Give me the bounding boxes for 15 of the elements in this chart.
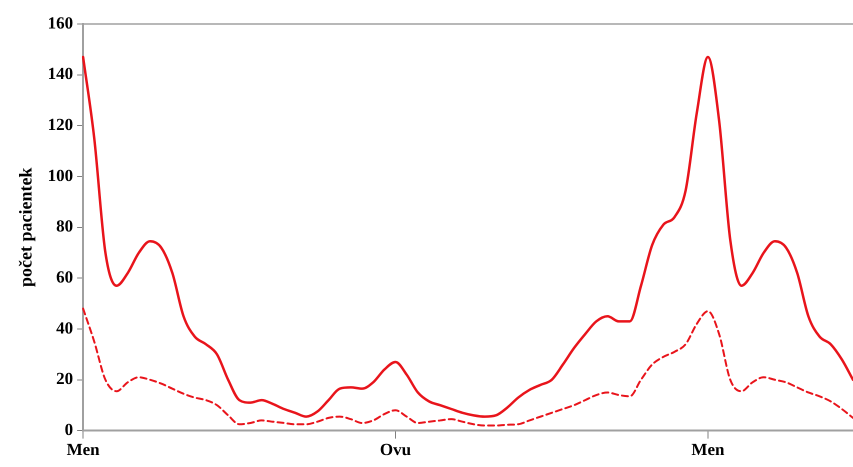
y-axis-title: počet pacientek [15, 168, 36, 288]
y-tick-label: 120 [48, 115, 74, 134]
x-tick-label: Men [691, 440, 726, 460]
y-tick-label: 100 [48, 166, 74, 185]
y-tick-label: 140 [48, 64, 74, 84]
y-tick-label: 20 [56, 369, 74, 388]
x-tick-label: Men [66, 440, 100, 460]
y-tick-label: 40 [56, 318, 74, 338]
line-series [82, 56, 853, 418]
y-tick-label: 60 [56, 268, 74, 287]
y-tick-label: 160 [48, 13, 74, 32]
y-tick-label: 80 [56, 216, 74, 236]
y-tick-label: 0 [64, 420, 74, 439]
line-series [82, 308, 853, 427]
x-tick-label: Ovu [380, 440, 412, 460]
